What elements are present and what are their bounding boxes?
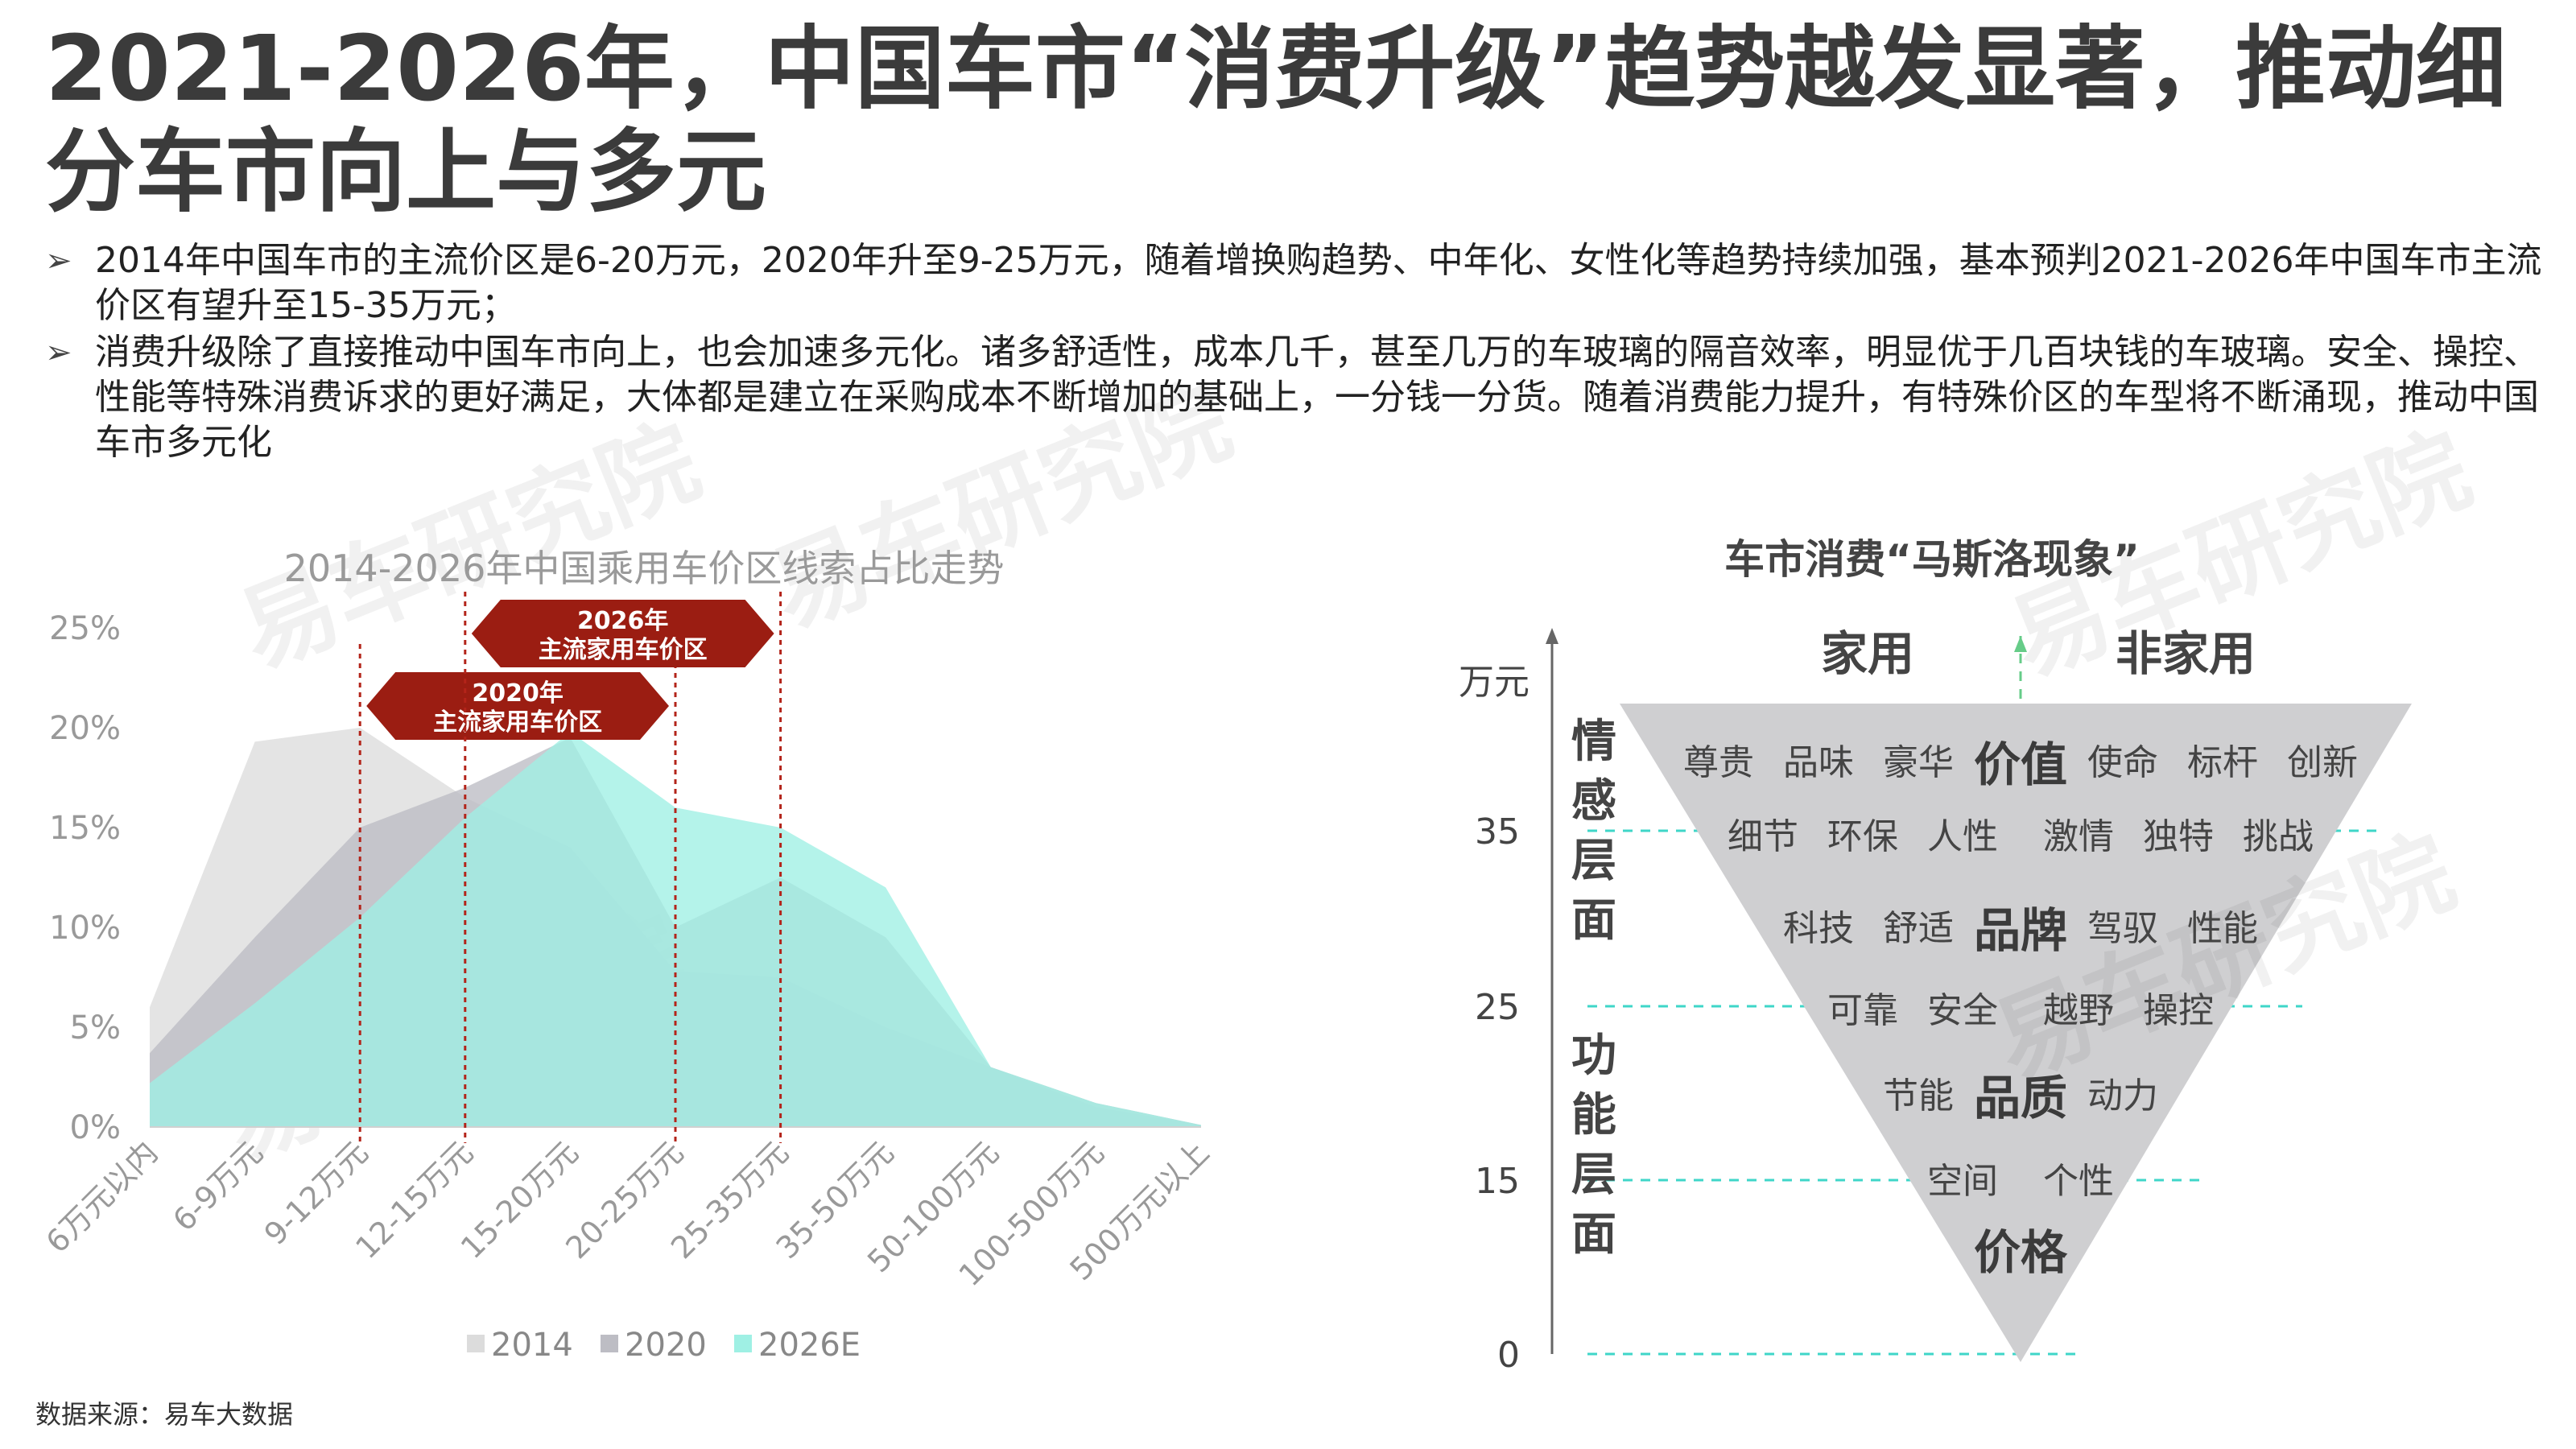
- emotional-label-char: 情: [1571, 716, 1616, 768]
- legend-swatch: [467, 1335, 485, 1352]
- arrow-bullet-icon: ➢: [45, 242, 72, 279]
- household-word: 品味: [1783, 742, 1854, 783]
- y-axis-unit: 万元: [1459, 662, 1530, 703]
- non-household-word: 激情: [2043, 816, 2114, 857]
- household-word: 人性: [1927, 816, 1998, 857]
- functional-label-char: 面: [1571, 1208, 1616, 1261]
- range-arrow-banner: [471, 600, 774, 667]
- x-tick-label: 6-9万元: [166, 1134, 270, 1238]
- key-word: 价值: [1974, 737, 2067, 792]
- non-household-word: 越野: [2043, 990, 2114, 1031]
- area-series-2026E: [150, 731, 1201, 1127]
- legend-label: 2026E: [758, 1327, 861, 1364]
- y-tick-label: 0: [1497, 1335, 1520, 1376]
- x-tick-label: 6万元以内: [39, 1134, 165, 1260]
- functional-label-char: 功: [1571, 1030, 1616, 1082]
- legend-swatch: [734, 1335, 752, 1352]
- bullet-text: 2014年中国车市的主流价区是6-20万元，2020年升至9-25万元，随着增换…: [95, 240, 2542, 326]
- area-chart: 易车研究院易车研究院易车研究院 2014-2026年中国乘用车价区线索占比走势 …: [39, 365, 1246, 1364]
- header-household: 家用: [1821, 626, 1914, 681]
- axis-arrow-icon: [1546, 628, 1558, 644]
- chart-title: 2014-2026年中国乘用车价区线索占比走势: [284, 547, 1005, 590]
- range-label-text: 主流家用车价区: [433, 708, 602, 737]
- non-household-word: 个性: [2043, 1161, 2114, 1202]
- household-word: 科技: [1783, 908, 1854, 949]
- page-title: 2021-2026年，中国车市“消费升级”趋势越发显著，推动细分车市向上与多元: [45, 17, 2507, 225]
- y-tick-label: 35: [1475, 811, 1520, 852]
- y-tick-label: 20%: [49, 710, 121, 747]
- household-word: 尊贵: [1683, 742, 1754, 783]
- non-household-word: 挑战: [2243, 816, 2314, 857]
- center-arrow-icon: [2014, 636, 2027, 652]
- bullet-text: 消费升级除了直接推动中国车市向上，也会加速多元化。诸多舒适性，成本几千，甚至几万…: [95, 332, 2539, 463]
- y-tick-label: 15%: [49, 810, 121, 847]
- functional-label-char: 能: [1571, 1089, 1616, 1141]
- y-tick-label: 10%: [49, 910, 121, 947]
- non-household-word: 动力: [2087, 1075, 2158, 1117]
- legend-swatch: [601, 1335, 618, 1352]
- bullet-list: ➢ 2014年中国车市的主流价区是6-20万元，2020年升至9-25万元，随着…: [45, 238, 2549, 467]
- y-tick-label: 5%: [70, 1009, 121, 1046]
- data-source: 数据来源：易车大数据: [35, 1399, 294, 1430]
- arrow-bullet-icon: ➢: [45, 334, 72, 371]
- bullet-item: ➢ 消费升级除了直接推动中国车市向上，也会加速多元化。诸多舒适性，成本几千，甚至…: [45, 330, 2549, 465]
- household-word: 空间: [1927, 1161, 1998, 1202]
- household-word: 环保: [1827, 816, 1898, 857]
- maslow-title: 车市消费“马斯洛现象”: [1724, 536, 2140, 583]
- emotional-label-char: 感: [1571, 775, 1616, 828]
- household-word: 安全: [1927, 990, 1998, 1031]
- non-household-word: 独特: [2143, 816, 2214, 857]
- range-label-year: 2026年: [577, 607, 669, 635]
- emotional-label-char: 层: [1571, 835, 1616, 887]
- y-tick-label: 15: [1475, 1161, 1520, 1202]
- y-tick-label: 25: [1475, 987, 1520, 1028]
- inverted-triangle: [1620, 704, 2412, 1362]
- household-word: 舒适: [1883, 908, 1954, 949]
- header-non-household: 非家用: [2116, 626, 2256, 681]
- non-household-word: 使命: [2087, 742, 2158, 783]
- y-tick-label: 25%: [49, 610, 121, 647]
- y-tick-label: 0%: [70, 1109, 121, 1146]
- household-word: 细节: [1728, 816, 1798, 857]
- bullet-item: ➢ 2014年中国车市的主流价区是6-20万元，2020年升至9-25万元，随着…: [45, 238, 2549, 328]
- emotional-label-char: 面: [1571, 894, 1616, 947]
- household-word: 可靠: [1827, 990, 1898, 1031]
- non-household-word: 创新: [2287, 742, 2358, 783]
- legend-label: 2020: [625, 1327, 707, 1364]
- non-household-word: 操控: [2143, 990, 2214, 1031]
- key-word: 品牌: [1974, 903, 2067, 958]
- range-arrow-banner: [366, 672, 669, 740]
- household-word: 节能: [1883, 1075, 1954, 1117]
- non-household-word: 性能: [2187, 908, 2258, 949]
- legend-label: 2014: [491, 1327, 573, 1364]
- key-word: 品质: [1974, 1071, 2067, 1125]
- range-label-year: 2020年: [472, 679, 564, 708]
- key-word: 价格: [1974, 1225, 2068, 1280]
- range-label-text: 主流家用车价区: [539, 636, 708, 664]
- household-word: 豪华: [1883, 742, 1954, 783]
- non-household-word: 驾驭: [2087, 908, 2158, 949]
- functional-label-char: 层: [1571, 1149, 1616, 1201]
- non-household-word: 标杆: [2187, 742, 2258, 783]
